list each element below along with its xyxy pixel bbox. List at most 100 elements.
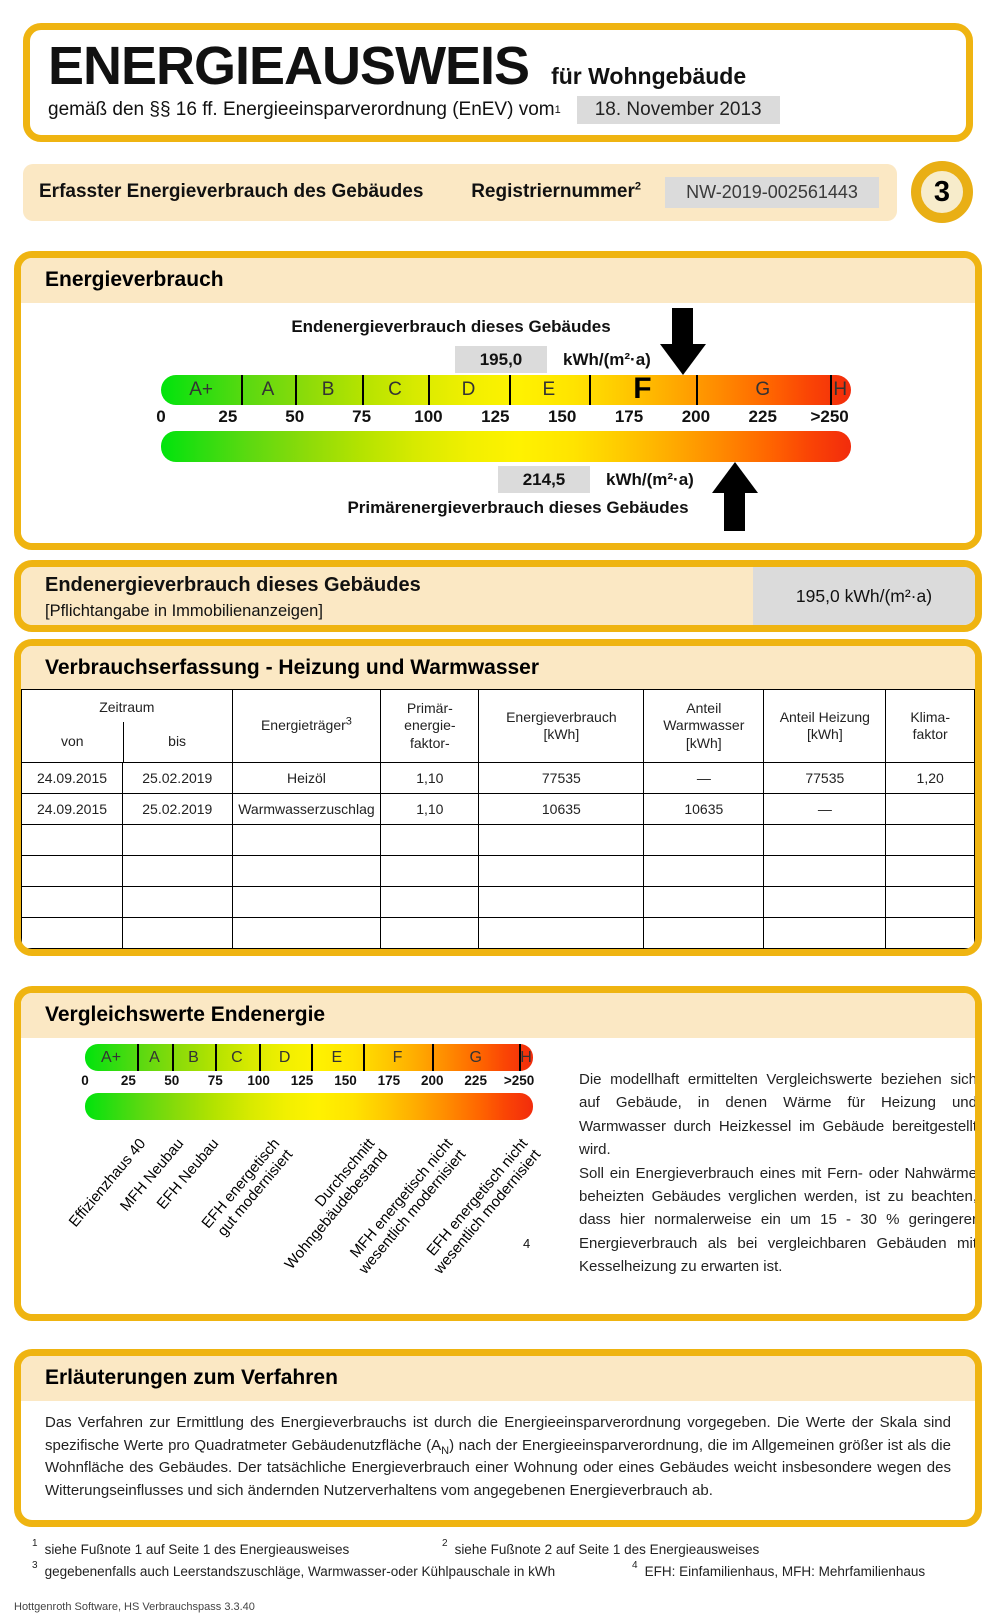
scale-divider xyxy=(137,1044,140,1071)
scale-tick: 75 xyxy=(352,407,372,426)
info-row: Erfasster Energieverbrauch des Gebäudes … xyxy=(23,161,973,223)
energietraeger-label: Energieträger xyxy=(260,717,346,734)
table-cell: — xyxy=(763,793,887,825)
scale-letter-g: G xyxy=(469,1049,482,1066)
table-cell: 24.09.2015 xyxy=(21,762,124,794)
table-cell xyxy=(231,855,382,887)
endenergie-value: 195,0 kWh/(m²·a) xyxy=(753,567,975,625)
table-cell xyxy=(21,824,124,856)
scale-divider xyxy=(258,1044,261,1071)
comparison-labels: Effizienzhaus 40 MFH Neubau EFH Neubau EFH … xyxy=(66,1130,544,1310)
arrow-head xyxy=(659,344,706,375)
scale-letter-a: A xyxy=(149,1049,160,1066)
software-credit: Hottgenroth Software, HS Verbrauchspass … xyxy=(14,1601,255,1613)
scale-divider xyxy=(171,1044,174,1071)
registration-label-text: Registriernummer xyxy=(471,181,635,202)
table-cell xyxy=(122,855,233,887)
column-header-anteil-heizung: Anteil Heizung [kWh] xyxy=(763,689,887,763)
energy-gradient-bar xyxy=(161,431,851,462)
scale-letter-g: G xyxy=(755,379,771,400)
table-cell xyxy=(643,855,765,887)
end-energy-label: Endenergieverbrauch dieses Gebäudes xyxy=(291,317,611,336)
scale-divider xyxy=(428,375,431,405)
scale-divider xyxy=(215,1044,218,1071)
scale-tick: 200 xyxy=(681,407,711,426)
table-cell xyxy=(231,917,382,949)
scale-letter-h: H xyxy=(520,1049,532,1066)
table-cell: 77535 xyxy=(478,762,645,794)
section-vergleichswerte: Vergleichswerte Endenergie A+ A B C D E F G H 0 2… xyxy=(14,986,982,1321)
energy-scale-area: Endenergieverbrauch dieses Gebäudes 195,… xyxy=(21,303,975,543)
table-row xyxy=(21,855,975,887)
zeitraum-label: Zeitraum xyxy=(99,699,155,715)
comparison-scale: A+ A B C D E F G H 0 25 50 75 100 125 150 175 200 225 >250 xyxy=(81,1044,535,1120)
scale-tick: 75 xyxy=(207,1073,223,1088)
section-erlaeuterungen: Erläuterungen zum Verfahren Das Verfahre… xyxy=(14,1349,982,1527)
divider xyxy=(122,722,125,762)
scale-letter-e: E xyxy=(542,379,556,400)
table-cell xyxy=(763,917,887,949)
scale-letter-c: C xyxy=(231,1049,243,1066)
scale-divider xyxy=(519,1044,522,1071)
info-band-title: Erfasster Energieverbrauch des Gebäudes xyxy=(39,181,424,202)
scale-tick: 50 xyxy=(164,1073,180,1088)
table-cell: 10635 xyxy=(478,793,645,825)
scale-divider xyxy=(508,375,511,405)
scale-tick: 175 xyxy=(377,1073,401,1088)
section-verbrauchserfassung-title: Verbrauchserfassung - Heizung und Warmwa… xyxy=(21,646,975,689)
scale-divider xyxy=(829,375,832,405)
section-erlaeuterungen-title: Erläuterungen zum Verfahren xyxy=(21,1356,975,1401)
scale-tick: 125 xyxy=(290,1073,314,1088)
date-box: 18. November 2013 xyxy=(576,95,780,124)
table-row: 24.09.2015 25.02.2019 Heizöl 1,10 77535—7753… xyxy=(21,762,975,794)
column-header-primaerfaktor: Primär- energie- faktor- xyxy=(380,689,480,763)
table-cell xyxy=(885,793,975,825)
subtitle-line: gemäß den §§ 16 ff. Energieeinsparverord… xyxy=(48,95,956,124)
info-band: Erfasster Energieverbrauch des Gebäudes … xyxy=(23,163,897,221)
end-energy-unit: kWh/(m²·a) xyxy=(563,350,651,369)
table-cell xyxy=(380,886,480,918)
table-cell xyxy=(380,824,480,856)
scale-letter-d: D xyxy=(278,1049,291,1066)
table-cell xyxy=(380,917,480,949)
table-cell xyxy=(21,886,124,918)
energy-scale: A+ A B C D E F G H 0 25 50 75 100 125 150 175 200 225 >250 xyxy=(156,374,851,463)
section-vergleichswerte-title: Vergleichswerte Endenergie xyxy=(21,993,975,1038)
primary-energy-arrow-icon xyxy=(711,462,758,531)
column-header-energietraeger: Energieträger3 xyxy=(231,689,382,763)
column-header-zeitraum: Zeitraum von bis xyxy=(21,689,233,763)
section-energieverbrauch-title: Energieverbrauch xyxy=(21,258,975,303)
scale-divider xyxy=(432,1044,435,1071)
erlaeuterungen-text: Das Verfahren zur Ermittlung des Energie… xyxy=(45,1414,951,1499)
table-cell: 1,10 xyxy=(380,793,480,825)
footnotes: 1 siehe Fußnote 1 auf Seite 1 des Energie… xyxy=(32,1539,996,1580)
scale-tick: 0 xyxy=(81,1073,89,1088)
scale-tick: 100 xyxy=(247,1073,270,1088)
table-cell xyxy=(643,886,765,918)
scale-letter-e: E xyxy=(331,1049,343,1066)
end-energy-value-box: 195,0 xyxy=(455,346,547,373)
table-cell: — xyxy=(643,762,765,794)
scale-divider xyxy=(695,375,698,405)
comparison-tick-row: 0 25 50 75 100 125 150 175 200 225 >250 xyxy=(81,1073,535,1090)
zeitraum-sublabels: von bis xyxy=(22,722,232,762)
scale-letter-a+: A+ xyxy=(189,379,213,400)
scale-letter-a+: A+ xyxy=(101,1049,122,1066)
energieausweis-page: { "page": { "title": "ENERGIEAUSWEIS", "… xyxy=(0,23,996,1613)
comparison-explanation: Die modellhaft ermittelten Vergleichswer… xyxy=(579,1068,975,1279)
footnote-3: 3 gegebenenfalls auch Leerstandszuschläge… xyxy=(32,1560,556,1580)
comparison-band-row: A+ A B C D E F G H xyxy=(85,1044,533,1071)
scale-tick: 100 xyxy=(414,407,443,426)
end-energy-arrow-icon xyxy=(659,308,706,375)
consumption-table: Zeitraum von bis Energieträger3 Primär- … xyxy=(21,689,975,949)
scale-tick: 0 xyxy=(156,407,166,426)
endenergie-content: Endenergieverbrauch dieses Gebäudes [Pfl… xyxy=(21,567,975,625)
table-cell: 24.09.2015 xyxy=(21,793,124,825)
table-cell xyxy=(21,855,124,887)
scale-tick: >250 xyxy=(503,1073,535,1088)
energy-tick-row: 0 25 50 75 100 125 150 175 200 225 >250 xyxy=(156,407,851,427)
table-cell xyxy=(122,917,233,949)
document-title: ENERGIEAUSWEIS xyxy=(48,36,530,96)
table-cell: 1,10 xyxy=(380,762,480,794)
scale-divider xyxy=(361,375,364,405)
